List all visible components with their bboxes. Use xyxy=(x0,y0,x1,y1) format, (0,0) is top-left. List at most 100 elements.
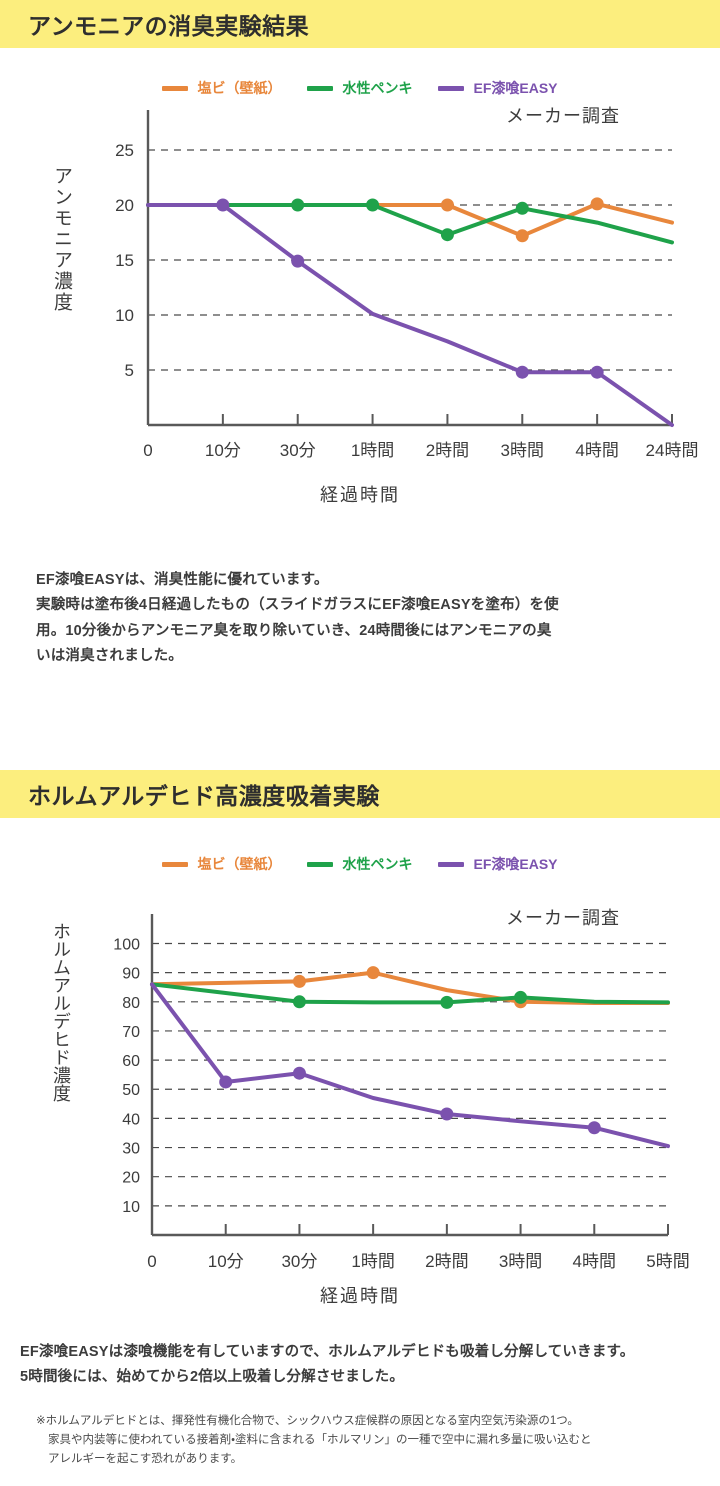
x-tick-label-3: 1時間 xyxy=(351,1252,394,1271)
series-marker-水性ペンキ-5 xyxy=(514,990,528,1004)
series-marker-EF漆喰EASY-6 xyxy=(590,365,604,379)
section-title-ammonia: アンモニアの消臭実験結果 xyxy=(28,13,310,39)
section-body-ammonia-line-1: EF漆喰EASYは、消臭性能に優れています。 xyxy=(36,572,329,588)
y-tick-label-20: 20 xyxy=(122,1170,140,1187)
chart-formaldehyde-source-note: メーカー調査 xyxy=(506,908,620,928)
x-tick-label-6: 4時間 xyxy=(575,441,618,460)
legend-formaldehyde: 塩ビ（壁紙） 水性ペンキ EF漆喰EASY xyxy=(0,854,720,874)
section-body-formaldehyde-line-1: EF漆喰EASYは漆喰機能を有していますので、ホルムアルデヒドも吸着し分解してい… xyxy=(20,1344,635,1360)
section-footnote-line-3: アレルギーを起こす恐れがあります。 xyxy=(48,1452,243,1465)
x-tick-label-0: 0 xyxy=(147,1252,156,1271)
series-marker-EF漆喰EASY-1 xyxy=(216,198,230,212)
legend-label-water-paint: 水性ペンキ xyxy=(342,80,413,96)
x-tick-label-2: 30分 xyxy=(281,1252,317,1271)
series-marker-塩ビ（壁紙）-6 xyxy=(590,197,604,211)
y-tick-label-80: 80 xyxy=(122,995,140,1012)
legend-label-ef-shikkui-easy-2: EF漆喰EASY xyxy=(473,856,558,872)
y-tick-label-5: 5 xyxy=(125,361,134,380)
series-marker-EF漆喰EASY-5 xyxy=(515,365,529,379)
legend-swatch-water-paint-icon xyxy=(307,85,334,91)
section-banner-formaldehyde: ホルムアルデヒド高濃度吸着実験 xyxy=(0,770,720,818)
y-tick-label-10: 10 xyxy=(122,1199,140,1216)
series-marker-水性ペンキ-4 xyxy=(440,995,454,1009)
section-body-formaldehyde-line-2: 5時間後には、始めてから2倍以上吸着し分解させました。 xyxy=(20,1369,405,1386)
x-tick-label-7: 5時間 xyxy=(646,1252,689,1271)
legend-item-ef-shikkui-easy: EF漆喰EASY xyxy=(438,78,558,98)
series-line-塩ビ（壁紙） xyxy=(150,970,670,1005)
legend-item-pvc: 塩ビ（壁紙） xyxy=(162,78,281,98)
chart-ammonia-source-note: メーカー調査 xyxy=(506,106,620,126)
y-tick-label-100: 100 xyxy=(113,936,140,953)
section-footnote-formaldehyde: ※ホルムアルデヒドとは、揮発性有機化合物で、シックハウス症候群の原因となる室内空… xyxy=(36,1412,706,1469)
y-tick-label-30: 30 xyxy=(122,1141,140,1158)
section-body-ammonia: EF漆喰EASYは、消臭性能に優れています。 実験時は塗布後4日経過したもの（ス… xyxy=(36,568,684,670)
section-body-ammonia-line-4: いは消臭されました。 xyxy=(36,648,183,665)
x-tick-label-0: 0 xyxy=(143,441,152,460)
series-marker-EF漆喰EASY-2 xyxy=(292,1066,306,1080)
chart-ammonia-plot: 5 10 15 20 25 0 10分 30分 1時間 2時間 3時間 4時間 24時間 xyxy=(115,110,699,460)
chart-formaldehyde: ホルムアルデヒド濃度 メーカー調査 10 20 30 40 50 60 70 80 90 100 0… xyxy=(0,900,720,1290)
y-tick-label-90: 90 xyxy=(122,966,140,983)
series-marker-塩ビ（壁紙）-3 xyxy=(366,966,380,980)
x-tick-label-1: 10分 xyxy=(208,1252,244,1271)
x-tick-label-6: 4時間 xyxy=(573,1252,616,1271)
y-tick-label-50: 50 xyxy=(122,1082,140,1099)
series-marker-塩ビ（壁紙）-2 xyxy=(292,974,306,988)
series-marker-水性ペンキ-5 xyxy=(515,201,529,215)
chart-ammonia-y-axis-title: アンモニア濃度 xyxy=(51,166,72,313)
x-tick-label-5: 3時間 xyxy=(499,1252,542,1271)
y-tick-label-60: 60 xyxy=(122,1053,140,1070)
chart-ammonia-x-axis-title: 経過時間 xyxy=(320,485,400,505)
legend-swatch-water-paint-icon-2 xyxy=(307,861,334,867)
series-marker-水性ペンキ-2 xyxy=(291,198,305,212)
x-tick-label-3: 1時間 xyxy=(351,441,394,460)
y-tick-label-20: 20 xyxy=(115,196,134,215)
chart-formaldehyde-plot: 10 20 30 40 50 60 70 80 90 100 0 10分 30分 1時間 2時間 3時間 4時間… xyxy=(113,914,690,1271)
series-marker-EF漆喰EASY-6 xyxy=(587,1121,601,1135)
section-banner-ammonia: アンモニアの消臭実験結果 xyxy=(0,0,720,48)
series-line-EF漆喰EASY xyxy=(150,982,670,1149)
y-tick-label-15: 15 xyxy=(115,251,134,270)
section-body-ammonia-line-3: 用。10分後からアンモニア臭を取り除いていき、24時間後にはアンモニアの臭 xyxy=(36,622,552,639)
legend-swatch-ef-shikkui-easy-icon-2 xyxy=(438,861,465,867)
chart-formaldehyde-x-axis-title: 経過時間 xyxy=(320,1286,400,1306)
series-marker-水性ペンキ-2 xyxy=(292,995,306,1009)
y-tick-label-10: 10 xyxy=(115,306,134,325)
legend-label-pvc: 塩ビ（壁紙） xyxy=(197,80,282,96)
series-marker-水性ペンキ-3 xyxy=(366,198,380,212)
legend-label-water-paint-2: 水性ペンキ xyxy=(342,856,413,872)
series-line-水性ペンキ xyxy=(150,982,670,1005)
series-marker-EF漆喰EASY-2 xyxy=(291,254,305,268)
legend-item-water-paint: 水性ペンキ xyxy=(307,78,412,98)
section-title-formaldehyde: ホルムアルデヒド高濃度吸着実験 xyxy=(28,783,380,809)
legend-item-pvc-2: 塩ビ（壁紙） xyxy=(162,854,281,874)
chart-formaldehyde-y-axis-title: ホルムアルデヒド濃度 xyxy=(51,922,71,1102)
section-footnote-line-1: ※ホルムアルデヒドとは、揮発性有機化合物で、シックハウス症候群の原因となる室内空… xyxy=(36,1415,579,1427)
series-marker-塩ビ（壁紙）-4 xyxy=(440,198,454,212)
y-tick-label-25: 25 xyxy=(115,141,134,160)
legend-swatch-pvc-icon xyxy=(162,85,189,91)
legend-swatch-ef-shikkui-easy-icon xyxy=(438,85,465,91)
x-tick-label-4: 2時間 xyxy=(426,441,469,460)
x-tick-label-5: 3時間 xyxy=(501,441,544,460)
series-line-EF漆喰EASY xyxy=(146,203,674,427)
series-marker-塩ビ（壁紙）-5 xyxy=(515,229,529,243)
legend-ammonia: 塩ビ（壁紙） 水性ペンキ EF漆喰EASY xyxy=(0,78,720,98)
y-tick-label-40: 40 xyxy=(122,1111,140,1128)
x-tick-label-1: 10分 xyxy=(205,441,241,460)
legend-label-pvc-2: 塩ビ（壁紙） xyxy=(197,856,282,872)
legend-swatch-pvc-icon-2 xyxy=(162,861,189,867)
x-tick-label-7: 24時間 xyxy=(646,441,699,460)
section-body-ammonia-line-2: 実験時は塗布後4日経過したもの（スライドガラスにEF漆喰EASYを塗布）を使 xyxy=(36,597,559,614)
legend-item-ef-shikkui-easy-2: EF漆喰EASY xyxy=(438,854,558,874)
series-marker-EF漆喰EASY-1 xyxy=(219,1075,233,1089)
section-footnote-line-2: 家具や内装等に使われている接着剤・塗料に含まれる「ホルマリン」の一種で空中に漏れ… xyxy=(48,1433,592,1446)
series-marker-EF漆喰EASY-4 xyxy=(440,1107,454,1121)
y-tick-label-70: 70 xyxy=(122,1024,140,1041)
legend-item-water-paint-2: 水性ペンキ xyxy=(307,854,412,874)
section-body-formaldehyde: EF漆喰EASYは漆喰機能を有していますので、ホルムアルデヒドも吸着し分解してい… xyxy=(20,1340,710,1391)
series-line-水性ペンキ xyxy=(146,203,674,245)
x-tick-label-2: 30分 xyxy=(280,441,316,460)
x-tick-label-4: 2時間 xyxy=(425,1252,468,1271)
series-marker-水性ペンキ-4 xyxy=(440,228,454,242)
